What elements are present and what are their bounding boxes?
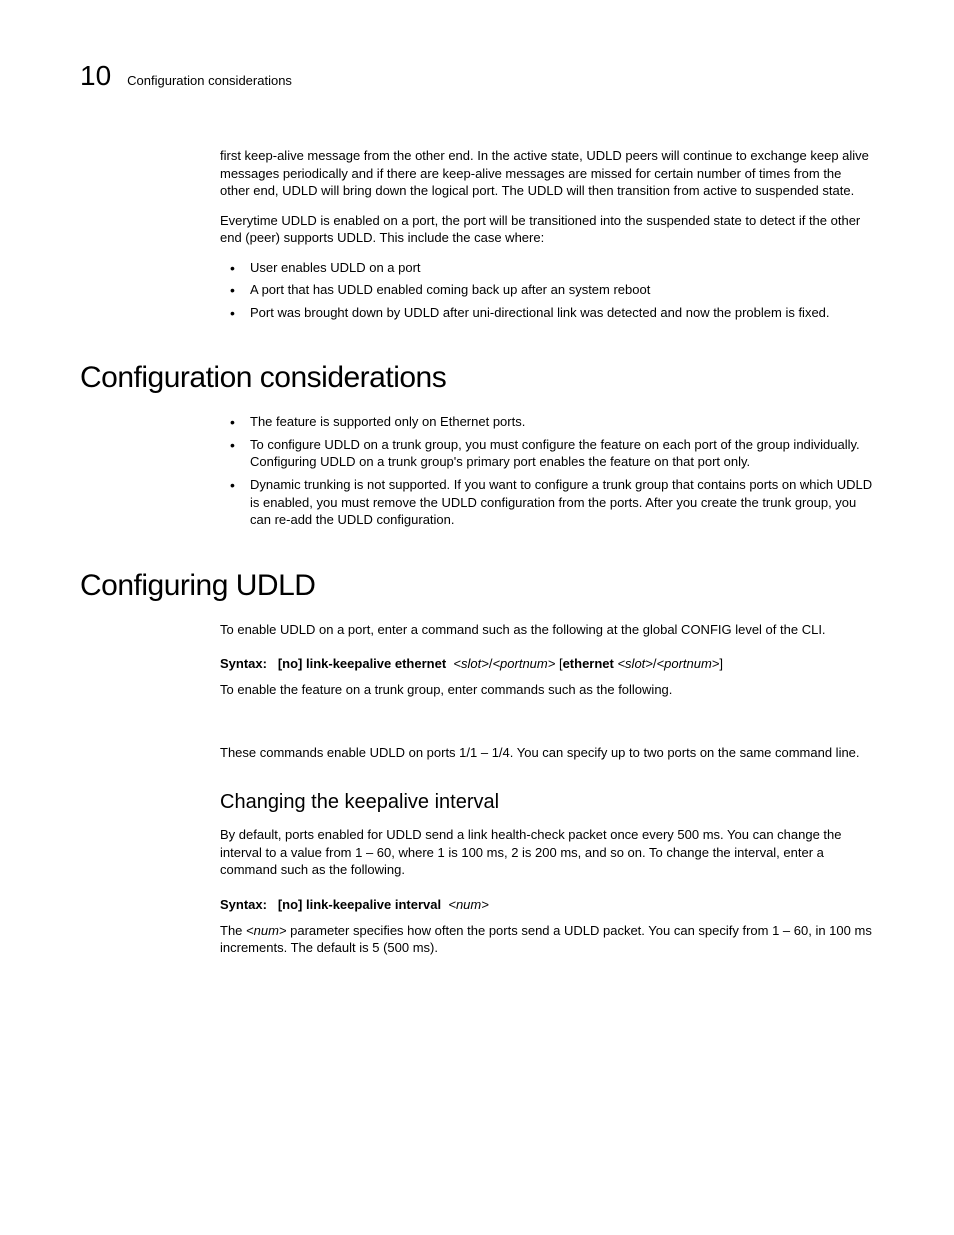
syntax-label: Syntax: (220, 656, 267, 671)
configuring-udld-p1: To enable UDLD on a port, enter a comman… (220, 621, 874, 639)
syntax-line-1: Syntax: [no] link-keepalive ethernet <sl… (220, 656, 874, 671)
configuring-udld-block: To enable UDLD on a port, enter a comman… (220, 621, 874, 957)
running-title: Configuration considerations (127, 73, 292, 88)
intro-block: first keep-alive message from the other … (220, 147, 874, 321)
syntax-slot1: <slot> (453, 656, 488, 671)
config-considerations-block: The feature is supported only on Etherne… (220, 413, 874, 528)
configuring-udld-p3: These commands enable UDLD on ports 1/1 … (220, 744, 874, 762)
page-header: 10 Configuration considerations (80, 60, 874, 92)
list-item: User enables UDLD on a port (220, 259, 874, 277)
list-item: Dynamic trunking is not supported. If yo… (220, 476, 874, 529)
page: 10 Configuration considerations first ke… (0, 0, 954, 1049)
chapter-number: 10 (80, 60, 111, 92)
syntax-line-2: Syntax: [no] link-keepalive interval <nu… (220, 897, 874, 912)
syntax-eth2: ethernet (563, 656, 618, 671)
syntax-slot2: <slot> (617, 656, 652, 671)
syntax-num: <num> (448, 897, 488, 912)
configuring-udld-p2: To enable the feature on a trunk group, … (220, 681, 874, 699)
syntax-port1: <portnum> (492, 656, 555, 671)
list-item: Port was brought down by UDLD after uni-… (220, 304, 874, 322)
list-item: The feature is supported only on Etherne… (220, 413, 874, 431)
section-heading-config-considerations: Configuration considerations (80, 361, 874, 395)
syntax-open: [ (555, 656, 562, 671)
subsection-heading-keepalive: Changing the keepalive interval (220, 791, 874, 814)
intro-paragraph-1: first keep-alive message from the other … (220, 147, 874, 200)
syntax-port2: <portnum> (657, 656, 720, 671)
intro-paragraph-2: Everytime UDLD is enabled on a port, the… (220, 212, 874, 247)
keepalive-p1: By default, ports enabled for UDLD send … (220, 826, 874, 879)
section-heading-configuring-udld: Configuring UDLD (80, 569, 874, 603)
syntax-label-2: Syntax: (220, 897, 267, 912)
intro-bullets: User enables UDLD on a port A port that … (220, 259, 874, 322)
list-item: To configure UDLD on a trunk group, you … (220, 436, 874, 471)
list-item: A port that has UDLD enabled coming back… (220, 281, 874, 299)
config-considerations-bullets: The feature is supported only on Etherne… (220, 413, 874, 528)
syntax-close: ] (719, 656, 723, 671)
syntax-cmd: [no] link-keepalive ethernet (278, 656, 446, 671)
keepalive-p2: The <num> parameter specifies how often … (220, 922, 874, 957)
syntax-cmd-2: [no] link-keepalive interval (278, 897, 441, 912)
